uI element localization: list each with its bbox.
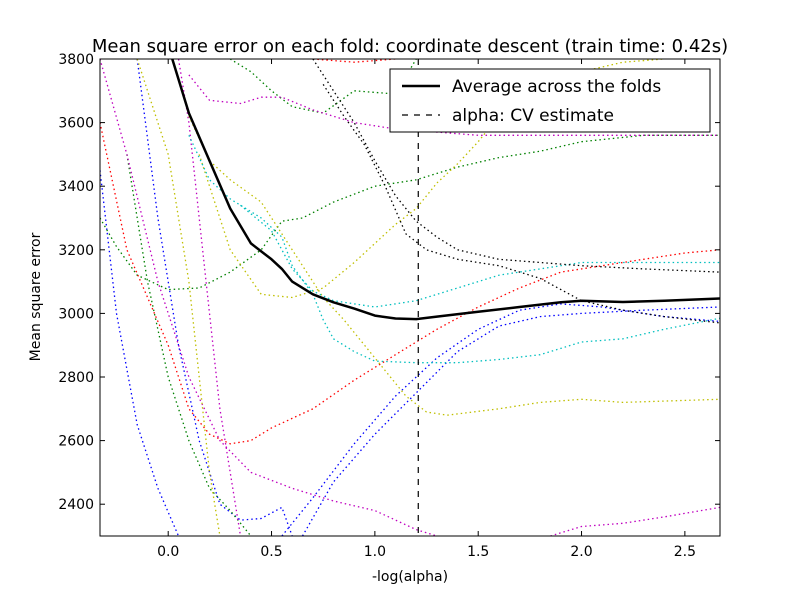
x-tick-label: 0.0 xyxy=(157,544,179,560)
y-tick-label: 2800 xyxy=(58,370,94,386)
fold-line-14 xyxy=(188,115,720,416)
fold-line-16 xyxy=(136,59,221,536)
fold-line-6 xyxy=(229,59,417,114)
legend: Average across the folds alpha: CV estim… xyxy=(389,68,711,133)
y-tick-label: 3800 xyxy=(58,52,94,68)
fold-line-2 xyxy=(136,59,293,536)
fold-line-9 xyxy=(312,59,396,63)
y-axis-label: Mean square error xyxy=(28,232,44,361)
x-axis: 0.0 0.5 1.0 1.5 2.0 2.5 xyxy=(157,59,696,560)
fold-line-17 xyxy=(188,135,720,364)
y-tick-label: 3400 xyxy=(58,179,94,195)
fold-line-1 xyxy=(100,170,180,536)
fold-line-4 xyxy=(281,303,720,536)
legend-box xyxy=(389,68,711,133)
plot-area xyxy=(100,59,720,536)
plot-frame xyxy=(99,58,721,537)
fold-line-18 xyxy=(240,204,720,308)
y-tick-label: 3600 xyxy=(58,116,94,132)
legend-cv-label: alpha: CV estimate xyxy=(452,106,614,126)
y-tick-label: 2600 xyxy=(58,434,94,450)
fold-line-13 xyxy=(177,59,242,536)
x-tick-label: 1.0 xyxy=(364,544,386,560)
fold-line-11 xyxy=(188,74,720,136)
fold-line-10 xyxy=(100,59,438,536)
x-tick-label: 1.5 xyxy=(467,544,489,560)
x-tick-label: 0.5 xyxy=(260,544,282,560)
y-tick-label: 2400 xyxy=(58,497,94,513)
y-tick-label: 3000 xyxy=(58,306,94,322)
fold-line-5 xyxy=(100,134,720,291)
chart-title: Mean square error on each fold: coordina… xyxy=(92,36,728,57)
y-tick-label: 3200 xyxy=(58,243,94,259)
fold-line-8 xyxy=(100,122,720,445)
x-tick-label: 2.0 xyxy=(570,544,592,560)
fold-line-7 xyxy=(126,154,252,536)
fold-line-20 xyxy=(322,84,720,324)
y-axis: 2400 2600 2800 3000 3200 3400 3600 3800 xyxy=(58,52,720,513)
average-line xyxy=(171,59,720,321)
fold-line-3 xyxy=(301,306,720,536)
x-axis-label: -log(alpha) xyxy=(372,569,448,585)
fold-line-12 xyxy=(550,506,720,536)
legend-average-label: Average across the folds xyxy=(452,77,661,97)
x-tick-label: 2.5 xyxy=(674,544,696,560)
